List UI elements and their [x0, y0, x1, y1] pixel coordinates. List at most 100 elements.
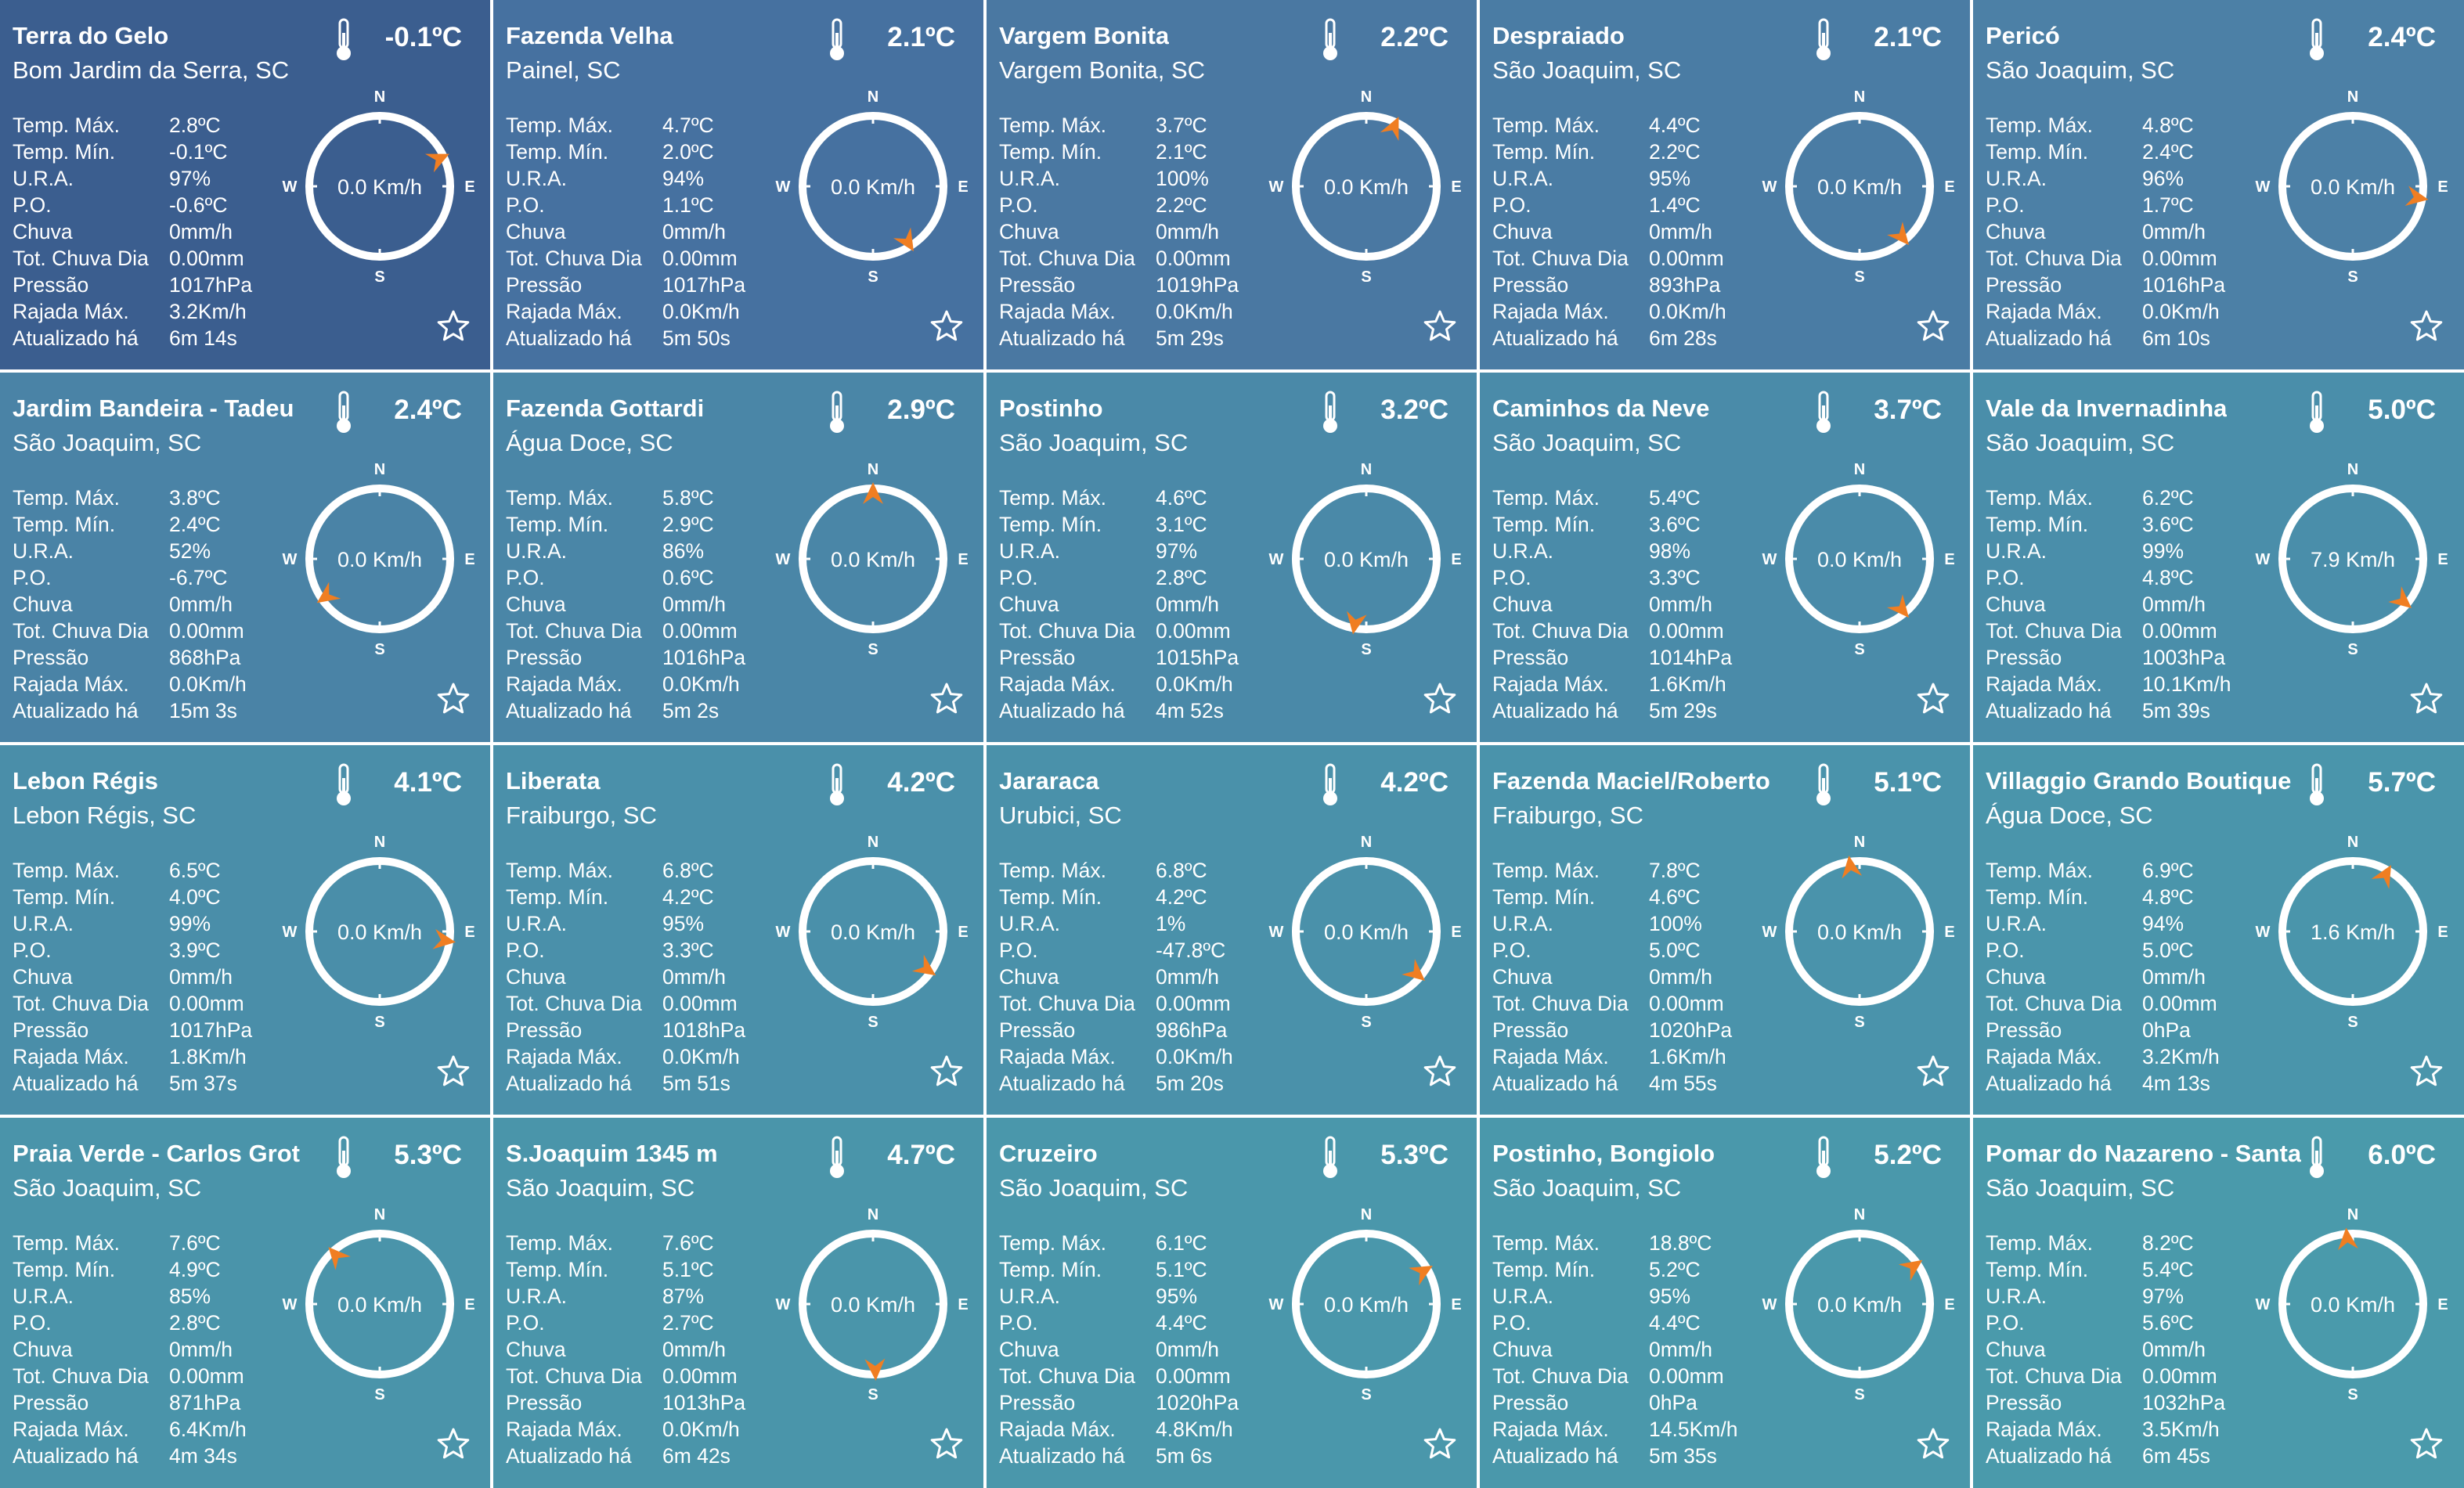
- stat-gust: Rajada Máx. 0.0Km/h: [506, 671, 745, 697]
- station-name: Cruzeiro: [999, 1140, 1098, 1167]
- stat-label: Rajada Máx.: [1492, 1418, 1609, 1441]
- station-card[interactable]: S.Joaquim 1345 m São Joaquim, SC 4.7ºC T…: [493, 1118, 983, 1488]
- current-temperature: 5.3ºC: [1380, 1140, 1448, 1170]
- station-card[interactable]: Caminhos da Neve São Joaquim, SC 3.7ºC T…: [1480, 373, 1970, 742]
- stat-humidity: U.R.A. 86%: [506, 538, 745, 564]
- stat-label: U.R.A.: [13, 167, 74, 190]
- favorite-star-icon[interactable]: [1917, 1427, 1950, 1460]
- wind-compass-dial: N S W E 0.0 Km/h: [776, 1206, 969, 1403]
- station-card[interactable]: Fazenda Gottardi Água Doce, SC 2.9ºC Tem…: [493, 373, 983, 742]
- favorite-star-icon[interactable]: [437, 1054, 470, 1087]
- favorite-star-icon[interactable]: [1423, 309, 1456, 342]
- compass-south: S: [1361, 268, 1371, 286]
- favorite-star-icon[interactable]: [1917, 1054, 1950, 1087]
- stat-value: 97%: [169, 167, 211, 190]
- favorite-star-icon[interactable]: [1423, 1054, 1456, 1087]
- station-card[interactable]: Vale da Invernadinha São Joaquim, SC 5.0…: [1973, 373, 2464, 742]
- favorite-star-icon[interactable]: [1917, 682, 1950, 715]
- compass-south: S: [868, 268, 878, 286]
- station-card[interactable]: Pericó São Joaquim, SC 2.4ºC Temp. Máx. 4…: [1973, 0, 2464, 369]
- station-card[interactable]: Liberata Fraiburgo, SC 4.2ºC Temp. Máx. 6…: [493, 745, 983, 1115]
- stat-value: 0.00mm: [1156, 1364, 1231, 1388]
- station-name: Vargem Bonita: [999, 22, 1170, 49]
- stat-label: Pressão: [13, 646, 89, 669]
- station-name: S.Joaquim 1345 m: [506, 1140, 718, 1167]
- station-name: Despraiado: [1492, 22, 1625, 49]
- stat-value: 5.8ºC: [662, 486, 714, 510]
- compass-west: W: [283, 178, 298, 196]
- stat-label: P.O.: [999, 939, 1038, 962]
- station-card[interactable]: Terra do Gelo Bom Jardim da Serra, SC -0…: [0, 0, 490, 369]
- station-card[interactable]: Fazenda Velha Painel, SC 2.1ºC Temp. Máx…: [493, 0, 983, 369]
- stat-label: Pressão: [506, 1018, 583, 1042]
- stat-label: Temp. Mín.: [13, 140, 116, 164]
- station-card[interactable]: Lebon Régis Lebon Régis, SC 4.1ºC Temp. …: [0, 745, 490, 1115]
- favorite-star-icon[interactable]: [2410, 1054, 2443, 1087]
- wind-compass: N S W E 0.0 Km/h: [282, 831, 478, 1031]
- stat-rain-total: Tot. Chuva Dia 0.00mm: [999, 618, 1239, 644]
- stat-value: 1016hPa: [2142, 273, 2226, 297]
- stat-humidity: U.R.A. 99%: [1986, 538, 2231, 564]
- favorite-star-icon[interactable]: [930, 1427, 963, 1460]
- stat-dew-point: P.O. 3.3ºC: [506, 937, 745, 964]
- station-card[interactable]: Jardim Bandeira - Tadeu São Joaquim, SC …: [0, 373, 490, 742]
- favorite-star-icon[interactable]: [1423, 1427, 1456, 1460]
- station-card[interactable]: Pomar do Nazareno - Santa São Joaquim, S…: [1973, 1118, 2464, 1488]
- stat-temp-min: Temp. Mín. 5.1ºC: [999, 1256, 1239, 1283]
- stat-updated: Atualizado há 4m 52s: [999, 697, 1239, 724]
- stat-humidity: U.R.A. 97%: [13, 165, 252, 192]
- stat-gust: Rajada Máx. 4.8Km/h: [999, 1416, 1239, 1443]
- favorite-star-icon[interactable]: [930, 682, 963, 715]
- favorite-star-icon[interactable]: [930, 1054, 963, 1087]
- stat-value: 0.00mm: [169, 247, 244, 270]
- station-card[interactable]: Postinho, Bongiolo São Joaquim, SC 5.2ºC…: [1480, 1118, 1970, 1488]
- stat-label: Pressão: [506, 646, 583, 669]
- favorite-star-icon[interactable]: [437, 1427, 470, 1460]
- stat-label: P.O.: [1986, 193, 2025, 217]
- stat-label: Pressão: [13, 273, 89, 297]
- stat-label: Chuva: [1492, 220, 1553, 243]
- stat-label: U.R.A.: [506, 912, 568, 935]
- wind-compass: N S W E 0.0 Km/h: [282, 86, 478, 286]
- favorite-star-icon[interactable]: [930, 309, 963, 342]
- stat-temp-min: Temp. Mín. 4.2ºC: [506, 884, 745, 910]
- compass-east: E: [958, 1296, 968, 1313]
- wind-compass: N S W E 0.0 Km/h: [775, 86, 971, 286]
- station-name: Postinho: [999, 395, 1103, 422]
- stat-label: Temp. Máx.: [13, 486, 120, 510]
- station-card[interactable]: Praia Verde - Carlos Grot São Joaquim, S…: [0, 1118, 490, 1488]
- stat-value: 6m 14s: [169, 326, 237, 350]
- station-card[interactable]: Fazenda Maciel/Roberto Fraiburgo, SC 5.1…: [1480, 745, 1970, 1115]
- compass-west: W: [1269, 924, 1284, 941]
- thermometer-icon: [2310, 1136, 2324, 1178]
- station-card[interactable]: Despraiado São Joaquim, SC 2.1ºC Temp. M…: [1480, 0, 1970, 369]
- wind-direction-arrow: [1842, 855, 1863, 879]
- wind-direction-arrow: [2371, 865, 2391, 889]
- favorite-star-icon[interactable]: [437, 682, 470, 715]
- favorite-star-icon[interactable]: [1917, 309, 1950, 342]
- station-card[interactable]: Cruzeiro São Joaquim, SC 5.3ºC Temp. Máx…: [987, 1118, 1477, 1488]
- station-card[interactable]: Villaggio Grando Boutique Água Doce, SC …: [1973, 745, 2464, 1115]
- compass-north: N: [374, 88, 385, 106]
- thermometer-icon: [1323, 1136, 1337, 1178]
- station-card[interactable]: Vargem Bonita Vargem Bonita, SC 2.2ºC Te…: [987, 0, 1477, 369]
- stat-value: 0mm/h: [2142, 1338, 2206, 1361]
- stat-value: 7.6ºC: [662, 1231, 714, 1255]
- station-card[interactable]: Postinho São Joaquim, SC 3.2ºC Temp. Máx…: [987, 373, 1477, 742]
- stat-rain-total: Tot. Chuva Dia 0.00mm: [13, 245, 252, 272]
- stat-label: Atualizado há: [999, 699, 1125, 722]
- wind-compass-dial: N S W E 0.0 Km/h: [1762, 1206, 1955, 1403]
- favorite-star-icon[interactable]: [2410, 309, 2443, 342]
- stat-gust: Rajada Máx. 0.0Km/h: [506, 1043, 745, 1070]
- favorite-star-icon[interactable]: [1423, 682, 1456, 715]
- stat-value: 0.00mm: [2142, 247, 2217, 270]
- favorite-star-icon[interactable]: [2410, 1427, 2443, 1460]
- stat-label: Pressão: [1492, 646, 1569, 669]
- favorite-star-icon[interactable]: [437, 309, 470, 342]
- station-card[interactable]: Jararaca Urubici, SC 4.2ºC Temp. Máx. 6.8…: [987, 745, 1477, 1115]
- stat-value: 1018hPa: [662, 1018, 746, 1042]
- stat-label: Pressão: [13, 1018, 89, 1042]
- favorite-star-icon[interactable]: [2410, 682, 2443, 715]
- compass-west: W: [1762, 551, 1777, 568]
